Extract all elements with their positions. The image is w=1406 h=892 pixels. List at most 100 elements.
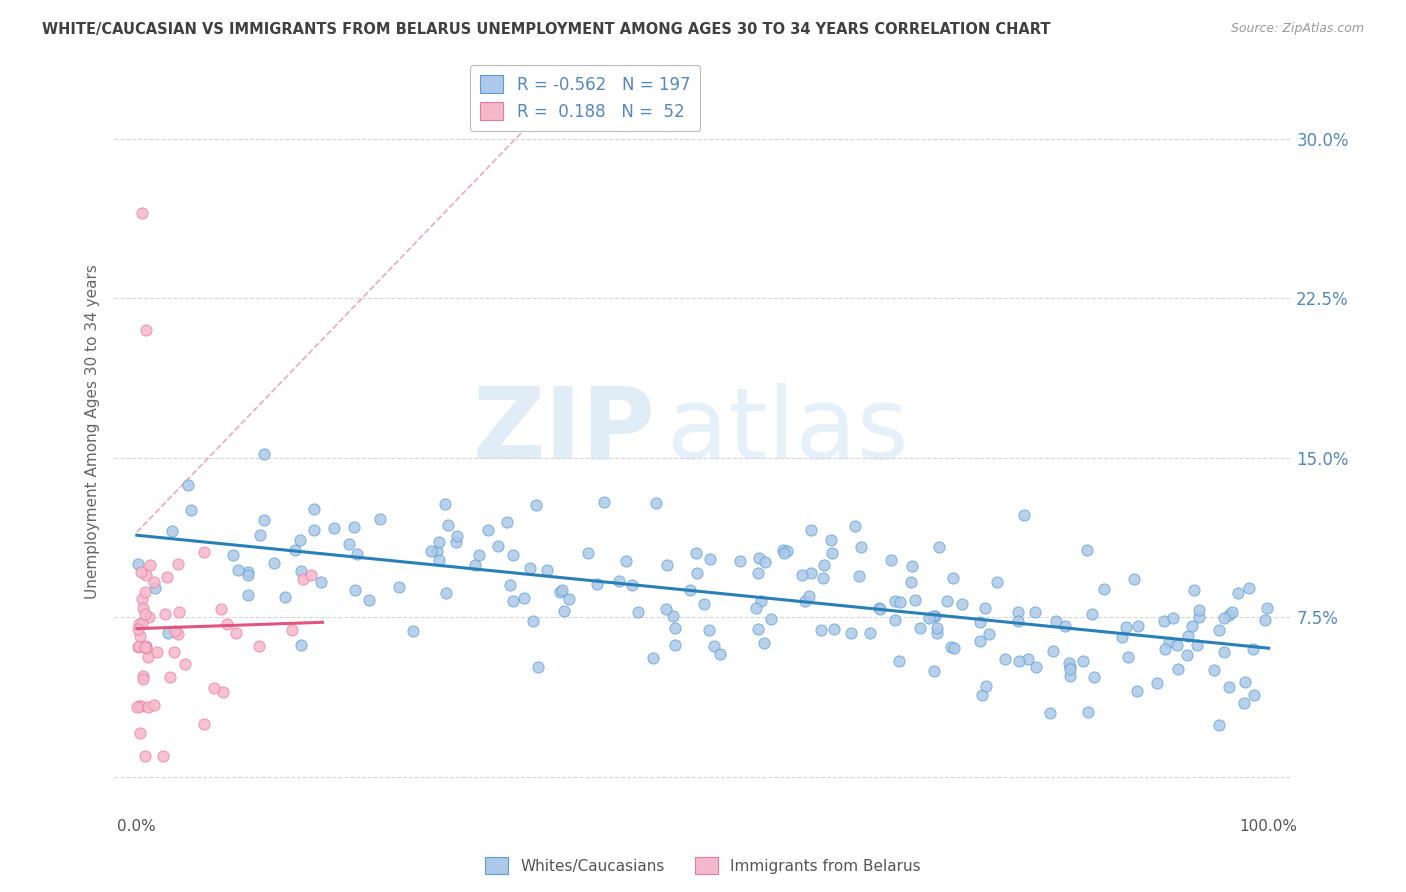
Point	[1185, 639, 1208, 653]
Point	[1115, 619, 1137, 633]
Point	[655, 558, 678, 573]
Point	[969, 615, 991, 629]
Point	[143, 574, 166, 589]
Point	[927, 626, 949, 640]
Point	[880, 553, 903, 567]
Point	[576, 546, 599, 560]
Point	[167, 557, 190, 571]
Point	[159, 670, 181, 684]
Point	[643, 650, 665, 665]
Point	[1042, 644, 1064, 658]
Text: WHITE/CAUCASIAN VS IMMIGRANTS FROM BELARUS UNEMPLOYMENT AMONG AGES 30 TO 34 YEAR: WHITE/CAUCASIAN VS IMMIGRANTS FROM BELAR…	[42, 22, 1050, 37]
Point	[942, 640, 965, 655]
Point	[709, 647, 731, 661]
Point	[420, 543, 443, 558]
Point	[502, 548, 524, 562]
Point	[593, 495, 616, 509]
Point	[1243, 688, 1265, 702]
Point	[468, 549, 491, 563]
Point	[131, 566, 153, 580]
Point	[823, 622, 845, 636]
Point	[772, 543, 794, 558]
Point	[486, 539, 509, 553]
Point	[759, 612, 782, 626]
Point	[134, 607, 156, 621]
Point	[1017, 652, 1039, 666]
Point	[1059, 662, 1081, 676]
Point	[1007, 614, 1029, 628]
Point	[146, 644, 169, 658]
Point	[135, 323, 157, 337]
Point	[437, 518, 460, 533]
Point	[434, 586, 457, 600]
Point	[1059, 669, 1081, 683]
Point	[661, 608, 683, 623]
Point	[165, 624, 187, 639]
Point	[1212, 645, 1234, 659]
Point	[136, 700, 159, 714]
Point	[1111, 630, 1133, 644]
Point	[209, 602, 232, 616]
Point	[974, 601, 997, 615]
Point	[212, 685, 235, 699]
Point	[924, 609, 946, 624]
Point	[697, 623, 720, 637]
Point	[134, 640, 156, 655]
Point	[848, 569, 870, 583]
Text: 0.0%: 0.0%	[118, 819, 156, 834]
Point	[942, 571, 965, 585]
Point	[1166, 638, 1188, 652]
Point	[222, 548, 245, 562]
Point	[128, 617, 150, 632]
Point	[728, 554, 751, 568]
Point	[664, 638, 686, 652]
Point	[426, 544, 449, 558]
Point	[131, 592, 153, 607]
Point	[904, 593, 927, 607]
Point	[994, 652, 1017, 666]
Point	[935, 594, 957, 608]
Point	[692, 597, 714, 611]
Point	[1202, 663, 1225, 677]
Point	[969, 634, 991, 648]
Point	[238, 588, 260, 602]
Point	[1256, 600, 1278, 615]
Point	[337, 536, 360, 550]
Point	[1157, 635, 1180, 649]
Point	[1175, 648, 1198, 663]
Point	[346, 548, 368, 562]
Point	[135, 568, 157, 582]
Y-axis label: Unemployment Among Ages 30 to 34 years: Unemployment Among Ages 30 to 34 years	[86, 264, 100, 599]
Point	[974, 679, 997, 693]
Point	[1054, 618, 1077, 632]
Point	[1154, 641, 1177, 656]
Point	[157, 625, 180, 640]
Point	[548, 584, 571, 599]
Point	[664, 621, 686, 635]
Point	[813, 558, 835, 572]
Point	[446, 529, 468, 543]
Point	[249, 528, 271, 542]
Point	[527, 660, 550, 674]
Point	[972, 688, 994, 702]
Point	[1161, 611, 1184, 625]
Point	[176, 478, 198, 492]
Point	[477, 523, 499, 537]
Point	[1025, 660, 1047, 674]
Point	[249, 640, 271, 654]
Point	[343, 583, 366, 598]
Point	[160, 524, 183, 538]
Point	[236, 565, 259, 579]
Point	[685, 546, 707, 560]
Point	[434, 497, 457, 511]
Point	[1024, 605, 1046, 619]
Point	[1234, 674, 1257, 689]
Point	[193, 545, 215, 559]
Point	[193, 717, 215, 731]
Point	[138, 609, 160, 624]
Point	[1218, 608, 1240, 623]
Point	[686, 566, 709, 580]
Point	[128, 630, 150, 644]
Point	[748, 550, 770, 565]
Point	[1208, 623, 1230, 637]
